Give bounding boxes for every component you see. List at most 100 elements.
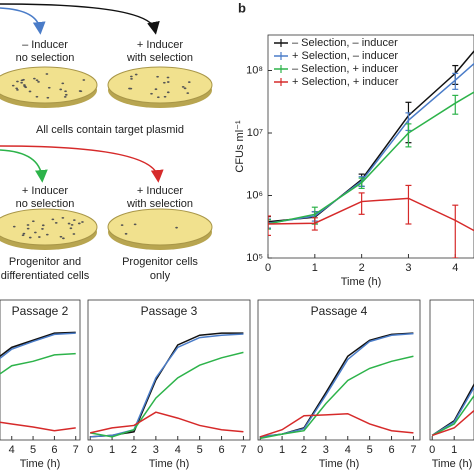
dish [107,66,213,108]
x-tick-label: 7 [73,444,79,456]
colony [162,81,166,84]
colony [31,220,35,223]
colony [33,231,37,234]
x-tick-label: 2 [131,444,137,456]
plot-area [0,331,76,432]
y-tick-label: 10⁵ [246,252,263,264]
legend-entry: + Selection, + inducer [274,76,399,88]
legend-label: + Selection, – inducer [292,50,398,62]
colony [45,73,49,75]
x-tick-label: 3 [153,444,159,456]
error-bar [452,204,459,258]
colony [16,89,19,91]
label: no selection [16,52,75,64]
colony [37,236,41,238]
colony [23,85,27,88]
label: + Inducer [22,185,69,197]
x-tick-label: 0 [429,444,435,456]
x-tick-label: 1 [312,262,318,274]
series-line [259,412,414,438]
error-bar [405,123,412,148]
x-tick-label: 5 [30,444,36,456]
series-line [260,332,414,438]
colony [32,77,36,80]
caption: Progenitor and [9,256,81,268]
plot-frame [257,299,421,441]
arrow [0,149,48,183]
error-bar [268,215,271,236]
legend-label: – Selection, + inducer [292,63,398,75]
colony [21,234,25,237]
caption: Progenitor cells [122,256,198,268]
colony [156,96,160,99]
arrow [0,3,160,35]
x-tick-label: 1 [109,444,115,456]
caption: only [150,270,171,282]
colony [35,95,39,98]
colonies [11,73,191,99]
colony [41,228,44,230]
colonies [12,217,178,240]
colony [166,91,170,94]
dish [107,208,213,250]
y-tick-label: 10⁸ [246,64,263,76]
panel-title: Passage 3 [141,304,198,318]
x-tick-label: 4 [345,444,351,456]
x-axis-label: Time (h) [20,458,61,470]
x-tick-label: 7 [410,444,416,456]
colony [54,221,58,224]
colony [59,235,63,238]
plot-frame [429,299,474,441]
colony [28,236,32,239]
label: with selection [126,198,193,210]
x-tick-label: 6 [51,444,57,456]
error-bar [358,177,365,189]
legend-label: + Selection, + inducer [292,76,399,88]
y-tick-label: 10⁷ [247,127,263,139]
colony [175,226,178,229]
colony [130,77,133,80]
x-tick-label: 2 [301,444,307,456]
series-line [268,62,474,224]
colony [59,88,63,91]
series-line [0,352,76,375]
series-line [90,333,244,438]
label: with selection [126,52,193,64]
colony [82,79,86,81]
colony [129,87,133,90]
colony [51,218,55,221]
plot-frame [87,299,251,441]
colony [61,82,65,85]
x-tick-label: 0 [87,444,93,456]
label: + Inducer [137,39,184,51]
arrow [0,7,46,35]
x-axis-label: Time (h) [341,276,382,288]
x-tick-label: 0 [265,262,271,274]
plot-area [431,382,474,437]
x-tick-label: 5 [197,444,203,456]
colony [26,227,30,230]
series-line [90,332,244,438]
x-tick-label: 4 [452,262,458,274]
colony [154,88,158,91]
colony [186,92,190,94]
colony [12,225,16,228]
panel-title: Passage 4 [311,304,368,318]
panel-title: Passage 2 [12,304,69,318]
y-axis-label: CFUs ml⁻¹ [234,120,246,173]
plot-frame [267,34,474,259]
series-line [0,332,76,360]
series-line [268,91,474,225]
colony [22,232,26,235]
x-axis-label: Time (h) [149,458,190,470]
legend-entry: – Selection, – inducer [274,37,398,49]
colony [134,73,138,76]
colony [166,76,170,79]
colony [11,84,15,87]
colony [150,92,153,95]
label: – Inducer [22,39,68,51]
series-line [0,421,76,432]
colony [22,78,25,81]
colony [166,81,170,83]
